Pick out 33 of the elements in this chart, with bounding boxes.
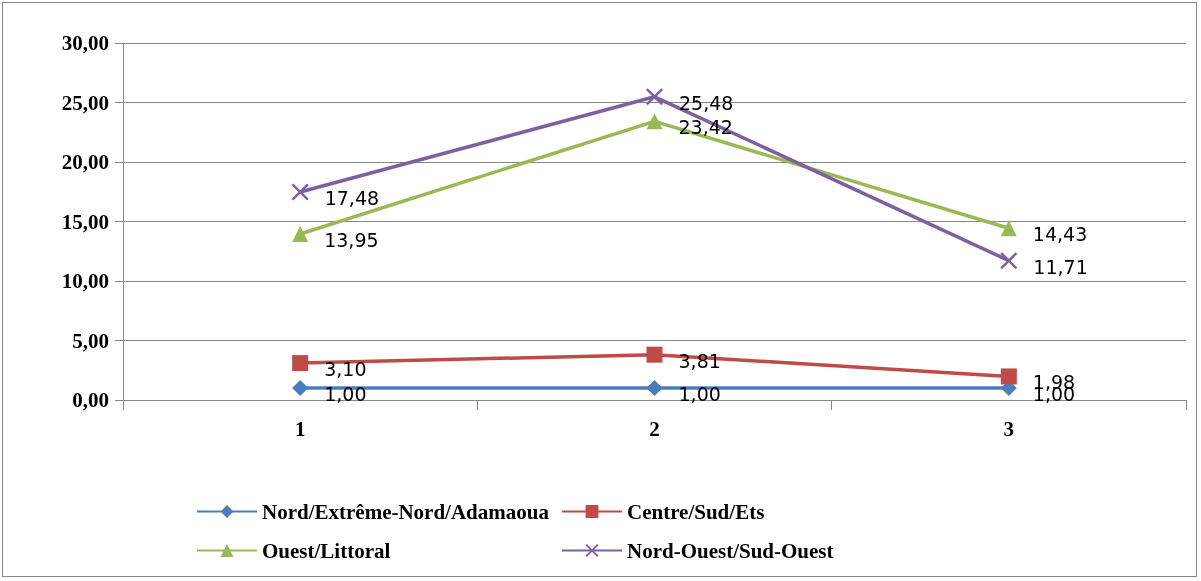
data-label: 17,48 [324, 186, 380, 209]
data-label: 14,43 [1032, 223, 1088, 246]
y-tick-label: 0,00 [72, 388, 109, 412]
legend-label: Centre/Sud/Ets [627, 499, 765, 524]
point [292, 225, 309, 242]
y-tick-label: 25,00 [61, 90, 109, 115]
point [1000, 220, 1017, 237]
x-tick-label: 2 [649, 416, 660, 441]
point [646, 88, 663, 106]
point [646, 113, 663, 130]
point [292, 380, 309, 397]
point [291, 183, 309, 201]
data-label: 11,71 [1033, 255, 1088, 278]
point [292, 355, 309, 372]
point [1000, 252, 1018, 270]
point [646, 380, 663, 397]
data-label: 1,00 [324, 383, 367, 406]
y-tick-label: 30,00 [61, 31, 109, 55]
x-tick-label: 3 [1003, 416, 1015, 441]
y-tick-label: 20,00 [61, 150, 109, 174]
data-label: 1,00 [678, 383, 721, 406]
data-label: 25,48 [679, 91, 734, 114]
data-label: 13,95 [324, 228, 379, 251]
point [646, 346, 663, 363]
y-tick-label: 5,00 [72, 328, 109, 353]
legend-label: Nord/Extrême-Nord/Adamaoua [262, 499, 550, 524]
y-tick-label: 10,00 [61, 269, 109, 293]
point [1000, 368, 1017, 385]
legend-label: Nord-Ouest/Sud-Ouest [627, 538, 834, 563]
legend-label: Ouest/Littoral [262, 538, 391, 563]
x-tick-label: 1 [294, 416, 306, 441]
y-tick-label: 15,00 [61, 209, 109, 234]
data-label: 3,10 [324, 358, 367, 381]
